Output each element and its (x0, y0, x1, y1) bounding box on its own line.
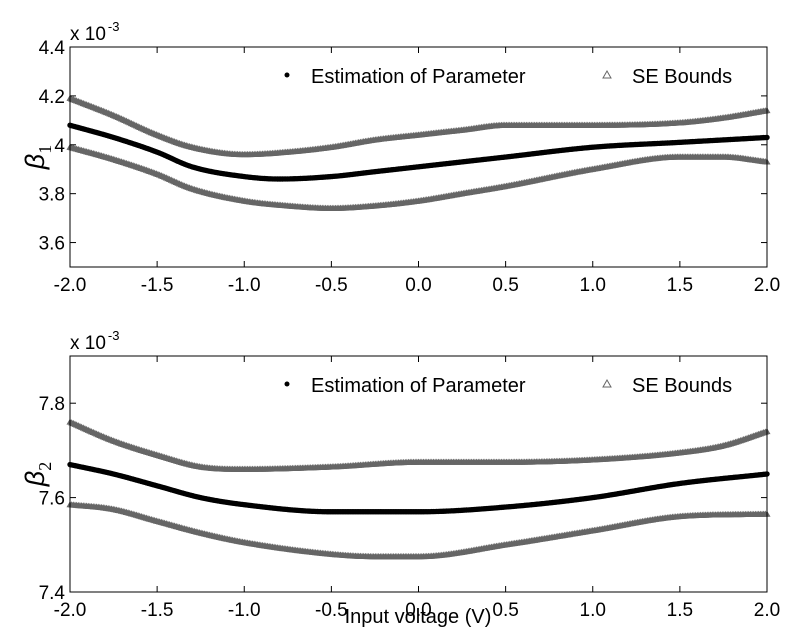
x-axis-label: Input voltage (V) (345, 606, 492, 628)
panel-2-legend-marker-se (602, 378, 612, 388)
panel-1-exponent-power: -3 (108, 19, 120, 34)
panel-1-x-tick-label: 0.0 (405, 275, 431, 296)
panel-2-x-tick-label: -2.0 (54, 600, 87, 621)
panel-1-x-tick-label: 1.5 (667, 275, 693, 296)
panel-2-x-tick-label: 0.5 (492, 600, 518, 621)
panel-2-x-tick-label: -0.5 (315, 600, 348, 621)
panel-2: -2.0 -1.5 -1.0 -0.5 0.0 0.5 1.0 1.5 2.0 7.4 7.6 7.8… (20, 328, 780, 628)
panel-2-x-tick-label: 2.0 (754, 600, 780, 621)
panel-1-x-tick-label: -2.0 (54, 275, 87, 296)
panel-2-x-tick-label: 1.0 (580, 600, 606, 621)
panel-1-legend-label-se: SE Bounds (632, 66, 732, 88)
panel-1-x-tick-label: -1.5 (141, 275, 174, 296)
panel-1-x-tick-label: 2.0 (754, 275, 780, 296)
panel-1-marks (66, 94, 771, 211)
panel-2-ylabel-subscript: 2 (35, 462, 55, 471)
panel-1-x-tick-label: -1.0 (228, 275, 261, 296)
panel-2-legend-label-estimation: Estimation of Parameter (311, 375, 526, 397)
panel-2-series-0 (67, 461, 770, 515)
panel-2-legend: Estimation of Parameter SE Bounds (284, 375, 732, 397)
panel-1-series-1 (66, 94, 771, 158)
panel-1-series-2 (66, 143, 771, 211)
panel-2-y-tick-label: 7.4 (39, 583, 66, 604)
panel-1-x-tick-label: 1.0 (580, 275, 606, 296)
panel-1-ticks: -2.0 -1.5 -1.0 -0.5 0.0 0.5 1.0 1.5 2.0 3.6 3.8 4 4.… (39, 38, 781, 296)
panel-2-marks (66, 418, 771, 560)
panel-2-x-tick-label: 1.5 (667, 600, 693, 621)
panel-1-ylabel-symbol: β (20, 154, 50, 170)
panel-1-legend-label-estimation: Estimation of Parameter (311, 66, 526, 88)
panel-1-x-tick-label: 0.5 (492, 275, 518, 296)
panel-1-y-tick-label: 4.4 (39, 38, 66, 59)
panel-1-ylabel: β1 (20, 145, 55, 170)
panel-1-exponent: x 10 -3 (70, 19, 119, 45)
panel-1-exponent-base: x 10 (70, 24, 106, 45)
panel-1-y-tick-label: 4 (54, 136, 65, 157)
panel-2-ylabel-symbol: β (20, 471, 50, 487)
panel-2-x-tick-label: -1.5 (141, 600, 174, 621)
panel-1-legend-marker-estimation (284, 72, 290, 78)
panel-2-legend-marker-estimation (284, 381, 290, 387)
panel-2-x-tick-label: -1.0 (228, 600, 261, 621)
panel-2-x-tick-label: 0.0 (405, 600, 431, 621)
panel-1-ylabel-subscript: 1 (35, 145, 55, 154)
panel-2-ticks: -2.0 -1.5 -1.0 -0.5 0.0 0.5 1.0 1.5 2.0 7.4 7.6 7.8 (39, 356, 780, 621)
panel-2-y-tick-label: 7.6 (39, 489, 65, 510)
panel-2-legend-label-se: SE Bounds (632, 375, 732, 397)
panel-1-y-tick-label: 4.2 (39, 87, 65, 108)
panel-1-x-tick-label: -0.5 (315, 275, 348, 296)
panel-1-legend: Estimation of Parameter SE Bounds (284, 66, 732, 88)
panel-1-legend-marker-se (602, 69, 612, 79)
panel-1-y-tick-label: 3.6 (39, 234, 65, 255)
panel-1-y-tick-label: 3.8 (39, 185, 65, 206)
panel-2-exponent-power: -3 (108, 328, 120, 343)
panel-2-exponent: x 10 -3 (70, 328, 119, 354)
panel-2-y-tick-label: 7.8 (39, 394, 65, 415)
panel-1: -2.0 -1.5 -1.0 -0.5 0.0 0.5 1.0 1.5 2.0 3.6 3.8 4 4.… (20, 19, 780, 296)
panel-1-series-0 (67, 122, 770, 182)
panel-2-series-1 (66, 418, 771, 472)
panel-2-exponent-base: x 10 (70, 333, 106, 354)
panel-2-series-2 (66, 501, 771, 560)
panel-2-ylabel: β2 (20, 462, 55, 487)
